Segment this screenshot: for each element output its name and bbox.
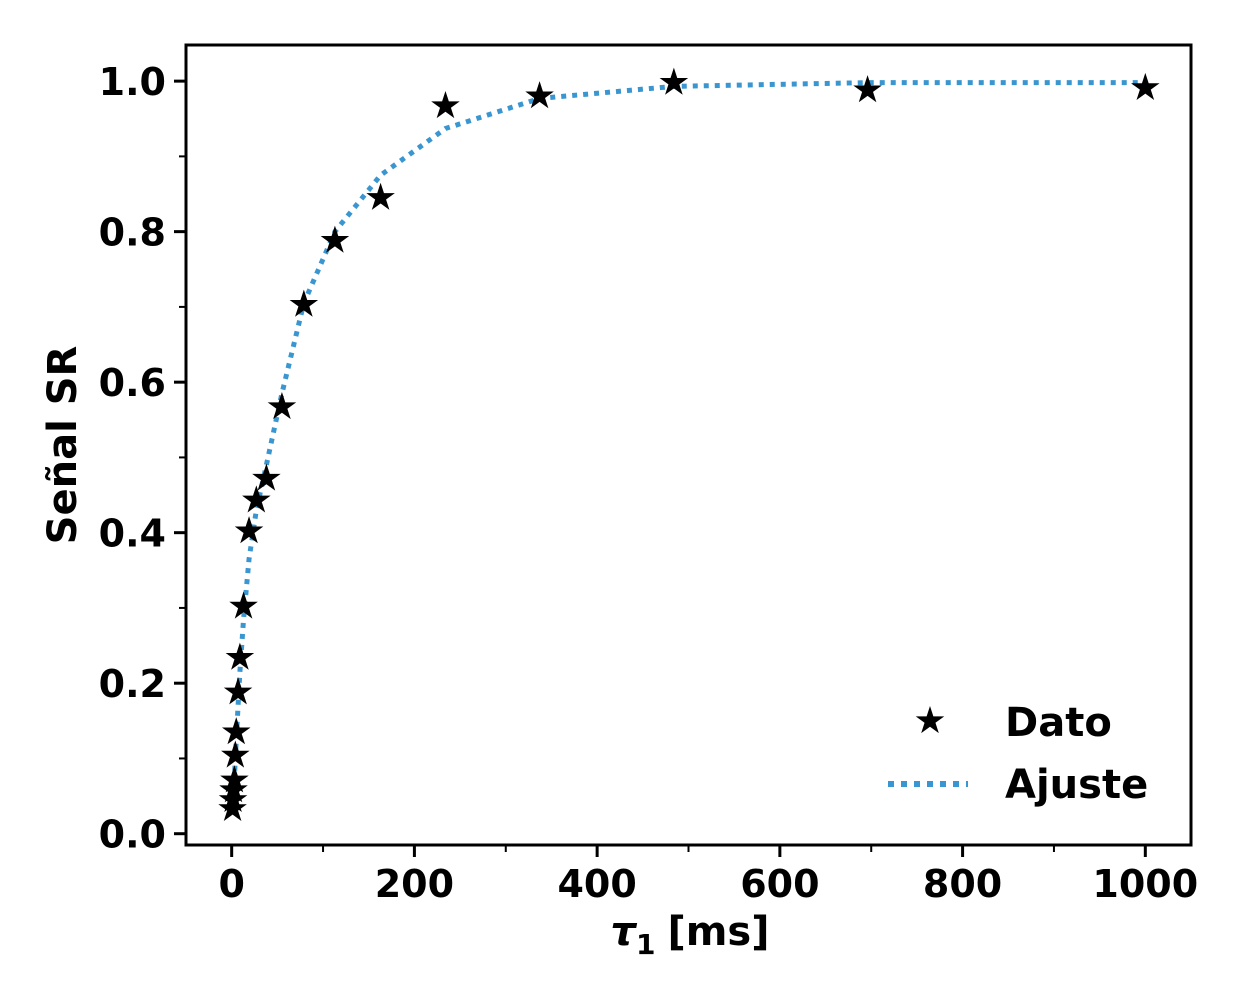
data-point-star bbox=[525, 81, 554, 109]
x-axis-label-unit: [ms] bbox=[667, 909, 769, 955]
y-tick-label: 0.6 bbox=[99, 361, 166, 405]
data-point-star bbox=[234, 516, 264, 544]
data-point-star bbox=[223, 677, 253, 705]
x-axis-label-subscript: 1 bbox=[636, 928, 655, 961]
legend-label-ajuste: Ajuste bbox=[1005, 762, 1148, 808]
data-point-star bbox=[221, 740, 250, 768]
data-point-star bbox=[218, 793, 247, 822]
legend-label-dato: Dato bbox=[1005, 700, 1112, 746]
x-tick-label: 600 bbox=[740, 862, 819, 906]
data-point-star bbox=[267, 391, 297, 420]
data-point-star bbox=[219, 775, 248, 803]
legend: Dato Ajuste bbox=[888, 700, 1148, 808]
data-point-star bbox=[220, 765, 249, 793]
data-point-star bbox=[853, 75, 882, 103]
legend-star-icon bbox=[915, 706, 945, 734]
data-point-star bbox=[252, 463, 281, 491]
data-point-star bbox=[229, 591, 258, 619]
data-point-star bbox=[320, 225, 350, 253]
y-axis-label: Señal SR bbox=[40, 346, 86, 545]
data-point-star bbox=[225, 642, 255, 670]
x-tick-label: 400 bbox=[557, 862, 636, 906]
plot-area bbox=[218, 67, 1160, 822]
y-tick-label: 0.2 bbox=[99, 662, 166, 706]
legend-marker-dato bbox=[915, 706, 945, 734]
data-point-star bbox=[289, 289, 319, 317]
y-axis: 0.0 0.2 0.4 0.6 0.8 1.0 bbox=[99, 60, 186, 857]
y-tick-label: 0.8 bbox=[99, 211, 166, 255]
x-tick-label: 1000 bbox=[1092, 862, 1198, 906]
x-axis-label: τ1 [ms] bbox=[610, 909, 769, 961]
y-tick-label: 0.0 bbox=[99, 813, 166, 857]
x-axis: 0 200 400 600 800 1000 bbox=[218, 845, 1198, 906]
data-point-star bbox=[659, 67, 689, 95]
y-tick-label: 0.4 bbox=[99, 512, 166, 556]
y-tick-label: 1.0 bbox=[99, 60, 166, 104]
data-point-star bbox=[221, 717, 251, 745]
x-tick-label: 0 bbox=[218, 862, 244, 906]
data-point-star bbox=[218, 784, 248, 812]
data-point-star bbox=[242, 485, 271, 513]
x-tick-label: 200 bbox=[375, 862, 454, 906]
data-point-star bbox=[1131, 72, 1160, 101]
data-point-star bbox=[431, 90, 460, 119]
data-point-star bbox=[366, 182, 395, 210]
x-axis-label-symbol: τ bbox=[610, 909, 637, 955]
x-tick-label: 800 bbox=[923, 862, 1002, 906]
